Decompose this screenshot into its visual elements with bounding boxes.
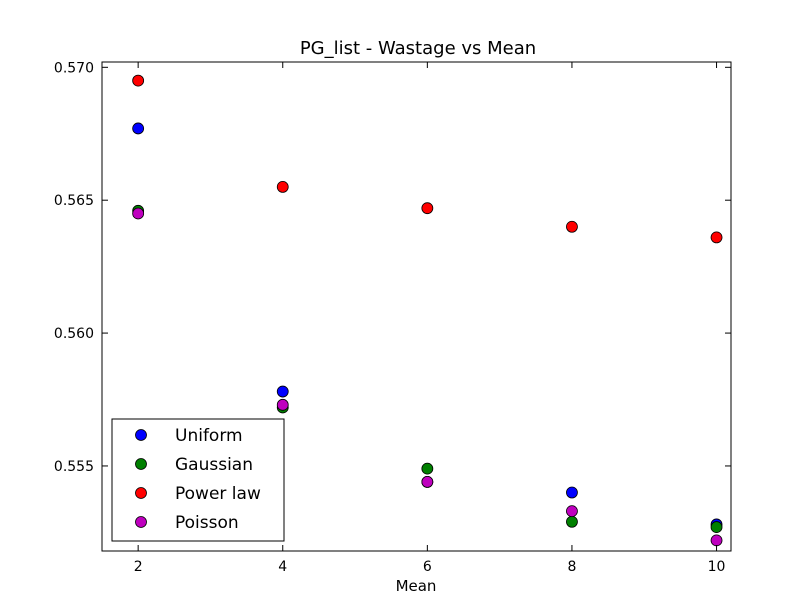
point-gaussian xyxy=(710,521,723,533)
legend-marker-power-law xyxy=(135,487,147,499)
legend-label-power-law: Power law xyxy=(175,484,261,504)
x-tick-label: 4 xyxy=(278,559,287,575)
point-power-law xyxy=(566,220,578,233)
x-tick-label: 2 xyxy=(134,559,143,575)
data-points xyxy=(132,74,723,547)
point-power-law xyxy=(276,181,289,193)
point-power-law xyxy=(132,74,145,87)
plot-frame xyxy=(101,61,732,552)
legend-label-uniform: Uniform xyxy=(175,426,243,446)
point-poisson xyxy=(566,505,578,518)
x-tick-label: 8 xyxy=(567,559,576,575)
y-tick-label: 0.555 xyxy=(54,459,94,475)
legend-marker-gaussian xyxy=(135,458,147,470)
point-uniform xyxy=(132,122,145,135)
point-power-law xyxy=(710,231,723,244)
point-gaussian xyxy=(421,462,434,475)
x-axis-label: Mean xyxy=(396,577,437,595)
legend-marker-uniform xyxy=(135,429,147,441)
y-tick-label: 0.565 xyxy=(54,193,94,209)
legend-label-gaussian: Gaussian xyxy=(175,455,253,475)
point-poisson xyxy=(132,207,145,220)
x-tick-label: 6 xyxy=(423,559,432,575)
point-power-law xyxy=(421,202,434,215)
point-uniform xyxy=(276,385,289,398)
axis-ticks: 2 4 6 8 10 0.555 0.560 0.565 0.570 xyxy=(54,60,731,575)
point-poisson xyxy=(276,398,289,411)
legend-label-poisson: Poisson xyxy=(175,513,239,533)
point-poisson xyxy=(421,476,434,488)
point-poisson xyxy=(710,534,723,547)
point-gaussian xyxy=(566,515,578,528)
x-tick-label: 10 xyxy=(708,559,726,575)
legend: Uniform Gaussian Power law Poisson xyxy=(111,418,285,542)
y-tick-label: 0.560 xyxy=(54,326,94,342)
point-uniform xyxy=(566,486,578,499)
legend-marker-poisson xyxy=(135,516,147,528)
chart-title: PG_list - Wastage vs Mean xyxy=(300,38,536,59)
y-tick-label: 0.570 xyxy=(54,60,94,76)
